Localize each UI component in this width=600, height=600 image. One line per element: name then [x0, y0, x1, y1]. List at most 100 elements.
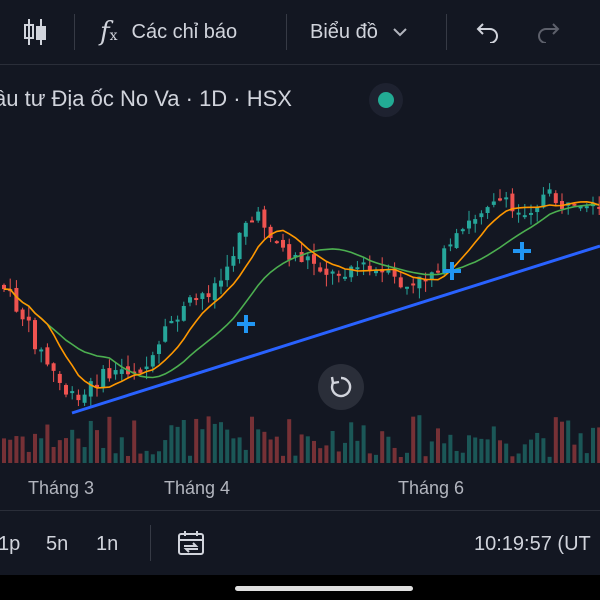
chart-canvas[interactable]: [0, 125, 600, 510]
candle-body: [113, 370, 118, 375]
candle-body: [181, 305, 186, 321]
chart-type-label: Biểu đồ: [310, 20, 378, 43]
reset-chart-button[interactable]: [318, 364, 364, 410]
volume-bar: [101, 447, 106, 463]
volume-bar: [343, 442, 347, 463]
volume-bar: [82, 447, 87, 463]
volume-bar: [361, 425, 366, 463]
candle-body: [237, 232, 242, 260]
candle-body: [33, 320, 37, 350]
candles-icon[interactable]: [22, 0, 48, 64]
volume-bar: [330, 430, 335, 463]
volume-bar: [392, 447, 397, 463]
candle-body: [578, 205, 583, 209]
undo-icon[interactable]: [472, 0, 500, 64]
volume-bar: [566, 420, 571, 463]
volume-bar: [274, 436, 279, 463]
candle-body: [281, 239, 285, 248]
volume-bar: [417, 415, 422, 463]
volume-bar: [225, 429, 230, 463]
volume-bar: [473, 437, 478, 463]
volume-bar: [504, 443, 509, 463]
volume-bar: [355, 440, 360, 463]
candle-body: [39, 349, 44, 352]
candle-body: [312, 254, 316, 264]
candle-body: [386, 270, 391, 273]
candle-body: [467, 220, 471, 229]
candle-body: [485, 207, 490, 213]
volume-bar: [2, 438, 6, 463]
candle-body: [479, 213, 484, 218]
volume-bar: [572, 444, 577, 463]
candle-body: [293, 254, 298, 257]
bottom-bar: 1p 5n 1n 10:19:57 (UT: [0, 510, 600, 575]
candle-body: [225, 266, 230, 281]
price-chart[interactable]: [0, 125, 600, 510]
candle-body: [57, 373, 62, 383]
volume-bar: [299, 434, 304, 463]
volume-bar: [349, 422, 354, 463]
candle-body: [584, 206, 589, 209]
candle-body: [516, 212, 521, 215]
volume-bar: [287, 419, 292, 463]
volume-bar: [8, 439, 13, 463]
volume-bar: [305, 436, 310, 463]
chart-type-button[interactable]: Biểu đồ: [310, 0, 408, 64]
x-axis-label: Tháng 3: [28, 478, 95, 498]
candle-body: [374, 270, 378, 274]
candle-body: [529, 212, 533, 215]
volume-bar: [70, 429, 75, 463]
volume-bar: [206, 416, 211, 463]
volume-bar: [541, 438, 546, 463]
trendline-handle: [237, 315, 255, 333]
rotate-icon: [330, 376, 352, 398]
ma-slow-line: [3, 203, 600, 379]
candle-body: [169, 320, 174, 324]
volume-bar: [498, 440, 502, 463]
candle-body: [268, 226, 273, 238]
candle-body: [398, 277, 403, 288]
volume-bar: [219, 422, 223, 463]
volume-bar: [268, 439, 273, 463]
trendline-handle: [443, 262, 461, 280]
symbol-title[interactable]: ầu tư Địa ốc No Va · 1D · HSX: [0, 86, 292, 111]
clock-readout[interactable]: 10:19:57 (UT: [474, 533, 591, 555]
candle-body: [361, 262, 366, 265]
volume-bar: [535, 432, 540, 463]
candle-body: [274, 241, 279, 244]
volume-bar: [163, 440, 168, 463]
timeframe-5n[interactable]: 5n: [46, 533, 69, 555]
date-range-icon[interactable]: [176, 529, 206, 562]
volume-bar: [436, 428, 440, 463]
candle-body: [2, 284, 6, 290]
volume-bar: [529, 439, 533, 463]
volume-bar: [516, 453, 521, 463]
volume-bar: [39, 438, 44, 463]
x-axis-label: Tháng 6: [398, 478, 465, 498]
volume-bar: [26, 451, 31, 463]
volume-bar: [312, 440, 316, 463]
volume-bar: [51, 446, 56, 463]
home-handle[interactable]: [235, 586, 413, 591]
timeframe-1p[interactable]: 1p: [0, 533, 21, 555]
volume-bar: [243, 449, 248, 463]
candle-body: [504, 197, 509, 200]
candle-body: [355, 267, 360, 270]
volume-bar: [169, 425, 174, 463]
top-toolbar: fx Các chỉ báo Biểu đồ: [0, 0, 600, 65]
volume-bar: [522, 444, 527, 463]
volume-bar: [405, 452, 409, 463]
volume-bar: [45, 424, 50, 463]
candle-body: [88, 381, 93, 397]
volume-bar: [95, 430, 99, 463]
timeframe-1n[interactable]: 1n: [96, 533, 119, 555]
volume-bar: [20, 436, 25, 463]
volume-bar: [591, 427, 595, 463]
volume-bar: [547, 456, 552, 463]
candle-body: [330, 271, 335, 274]
volume-bar: [256, 429, 261, 463]
volume-bar: [281, 455, 285, 463]
redo-icon[interactable]: [536, 0, 564, 64]
indicators-button[interactable]: fx Các chỉ báo: [100, 0, 237, 64]
volume-bar: [250, 416, 254, 463]
